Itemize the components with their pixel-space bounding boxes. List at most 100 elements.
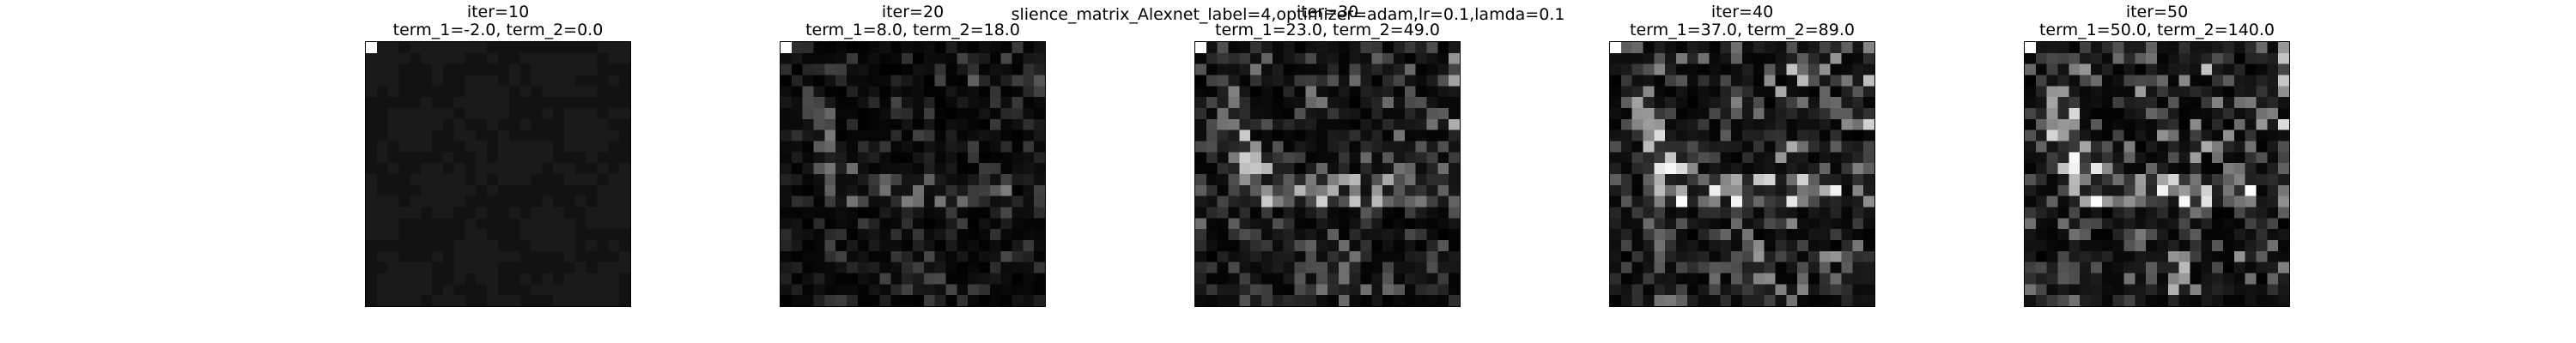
heatmap-cell xyxy=(2190,86,2202,98)
heatmap-cell xyxy=(913,218,925,230)
heatmap-cell xyxy=(2146,184,2158,196)
heatmap-cell xyxy=(366,218,378,230)
heatmap-cell xyxy=(387,284,399,296)
heatmap-cell xyxy=(1698,284,1710,296)
heatmap-cell xyxy=(1415,174,1427,186)
heatmap-cell xyxy=(2069,295,2081,306)
heatmap-cell xyxy=(945,174,957,186)
heatmap-cell xyxy=(957,218,969,230)
heatmap-cell xyxy=(2123,196,2136,208)
heatmap-cell xyxy=(1731,118,1743,130)
heatmap-cell xyxy=(1742,108,1754,120)
heatmap-cell xyxy=(1034,86,1045,98)
heatmap-cell xyxy=(1261,229,1273,241)
heatmap-cell xyxy=(1023,129,1035,141)
heatmap-cell xyxy=(824,218,836,230)
heatmap-cell xyxy=(487,184,499,196)
heatmap-cell xyxy=(2167,42,2179,54)
heatmap-cell xyxy=(465,284,477,296)
heatmap-cell xyxy=(879,118,891,130)
heatmap-cell xyxy=(2190,174,2202,186)
heatmap-cell xyxy=(2245,196,2257,208)
heatmap-cell xyxy=(2233,196,2245,208)
heatmap-cell xyxy=(564,86,576,98)
heatmap-cell xyxy=(2046,75,2058,87)
heatmap-cell xyxy=(586,118,598,130)
heatmap-cell xyxy=(890,75,902,87)
heatmap-cell xyxy=(1000,86,1012,98)
heatmap-cell xyxy=(802,284,814,296)
heatmap-cell xyxy=(1654,108,1666,120)
heatmap-cell xyxy=(1371,63,1383,75)
heatmap-cell xyxy=(553,86,565,98)
heatmap-cell xyxy=(1250,174,1262,186)
heatmap-cell xyxy=(2069,86,2081,98)
heatmap-cell xyxy=(2256,207,2268,219)
heatmap-cell xyxy=(608,184,620,196)
heatmap-cell xyxy=(2123,152,2136,164)
heatmap-cell xyxy=(1808,141,1820,153)
heatmap-cell xyxy=(2091,273,2103,285)
heatmap-cell xyxy=(2278,250,2289,262)
heatmap-cell xyxy=(597,75,609,87)
heatmap-cell xyxy=(531,250,543,262)
heatmap-cell xyxy=(1000,218,1012,230)
heatmap-cell xyxy=(574,284,586,296)
heatmap-cell xyxy=(1654,284,1666,296)
heatmap-cell xyxy=(824,174,836,186)
heatmap-cell xyxy=(2046,108,2058,120)
heatmap-cell xyxy=(1620,250,1632,262)
heatmap-cell xyxy=(1742,118,1754,130)
heatmap-cell xyxy=(1394,250,1406,262)
heatmap-cell xyxy=(934,86,946,98)
heatmap-cell xyxy=(2157,108,2169,120)
heatmap-cell xyxy=(574,229,586,241)
heatmap-cell xyxy=(824,86,836,98)
heatmap-cell xyxy=(813,295,825,306)
heatmap-cell xyxy=(957,118,969,130)
heatmap-cell xyxy=(1394,86,1406,98)
heatmap-cell xyxy=(2245,284,2257,296)
heatmap-cell xyxy=(934,152,946,164)
heatmap-cell xyxy=(2267,295,2279,306)
heatmap-cell xyxy=(968,262,980,274)
heatmap-cell xyxy=(1631,42,1643,54)
heatmap-cell xyxy=(1206,86,1218,98)
heatmap-cell xyxy=(2112,152,2124,164)
heatmap-cell xyxy=(1852,42,1864,54)
heatmap-cell xyxy=(835,250,848,262)
heatmap-cell xyxy=(1852,240,1864,252)
heatmap-cell xyxy=(2201,273,2213,285)
heatmap-cell xyxy=(2146,207,2158,219)
heatmap-cell xyxy=(2035,273,2047,285)
heatmap-cell xyxy=(857,250,869,262)
heatmap-cell xyxy=(1610,250,1622,262)
heatmap-cell xyxy=(847,129,859,141)
heatmap-cell xyxy=(824,229,836,241)
heatmap-cell xyxy=(619,184,630,196)
heatmap-cell xyxy=(1239,229,1251,241)
heatmap-cell xyxy=(835,184,848,196)
heatmap-cell xyxy=(531,240,543,252)
heatmap-cell xyxy=(1272,295,1284,306)
heatmap-cell xyxy=(564,163,576,175)
heatmap-cell xyxy=(1023,240,1035,252)
heatmap-cell xyxy=(2135,141,2147,153)
heatmap-cell xyxy=(1272,218,1284,230)
heatmap-cell xyxy=(465,52,477,64)
heatmap-cell xyxy=(1797,152,1809,164)
heatmap-cell xyxy=(542,273,554,285)
heatmap-cell xyxy=(1775,152,1787,164)
heatmap-cell xyxy=(1217,284,1229,296)
heatmap-cell xyxy=(1654,86,1666,98)
heatmap-cell xyxy=(376,52,388,64)
heatmap-cell xyxy=(1731,63,1743,75)
heatmap-cell xyxy=(1283,240,1295,252)
heatmap-cell xyxy=(1228,63,1240,75)
heatmap-cell xyxy=(1753,240,1765,252)
heatmap-cell xyxy=(813,284,825,296)
heatmap-cell xyxy=(1775,240,1787,252)
heatmap-cell xyxy=(1631,184,1643,196)
heatmap-cell xyxy=(1775,63,1787,75)
heatmap-cell xyxy=(2123,240,2136,252)
